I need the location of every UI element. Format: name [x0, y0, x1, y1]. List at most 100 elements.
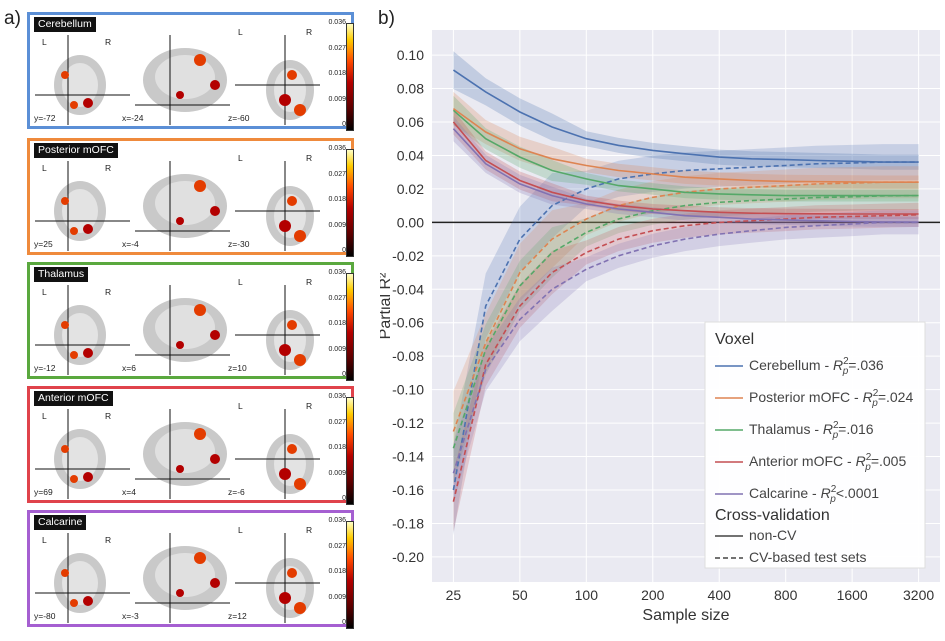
colorbar-tick-label: 0.027 — [328, 542, 346, 550]
legend-entry: Cerebellum - R2 p=.036 — [749, 356, 884, 377]
x-tick-label: 200 — [641, 587, 665, 603]
slice-coordinate-label: z=-30 — [228, 239, 250, 249]
orientation-label: L — [238, 27, 243, 37]
x-tick-label: 100 — [575, 587, 599, 603]
orientation-label: R — [105, 37, 112, 47]
slice-coordinate-label: x=6 — [122, 363, 136, 373]
colorbar-tick-label: 0.018 — [328, 196, 346, 203]
colorbar — [346, 521, 354, 629]
slice-coordinate-label: z=-60 — [228, 113, 250, 123]
y-tick-label: 0.06 — [397, 114, 424, 130]
series-line-cv — [452, 221, 919, 474]
colorbar-tick-label: 0.027 — [328, 170, 346, 178]
y-tick-label: -0.12 — [392, 415, 424, 431]
colorbar — [346, 23, 354, 131]
ci-band-noncv — [453, 51, 919, 170]
slice-coordinate-label: z=-6 — [228, 487, 245, 497]
slice-coordinate-label: x=-3 — [122, 611, 139, 621]
orientation-label: L — [238, 277, 243, 287]
slice-coordinate-label: x=-24 — [122, 113, 144, 123]
ci-band-cv — [453, 210, 919, 504]
brain-slices-image — [35, 533, 320, 623]
slice-coordinate-label: x=4 — [122, 487, 136, 497]
legend-entry: Thalamus - R2 p=.016 — [749, 420, 874, 441]
colorbar-tick-label: 0.009 — [328, 593, 346, 601]
series-line-cv — [452, 161, 919, 491]
series-line-noncv — [452, 128, 919, 223]
orientation-label: L — [42, 535, 47, 545]
panel-b-letter: b) — [378, 8, 395, 29]
colorbar-tick-label: 0 — [342, 619, 346, 626]
partial-r2-chart: 0.10 0.08 0.06 0.04 0.02 0.00 -0.02 -0.04 -0.06 -… — [380, 30, 940, 624]
y-tick-label: 0.02 — [397, 181, 424, 197]
brain-slices-image — [35, 409, 320, 499]
colorbar-tick-label: 0 — [342, 495, 346, 502]
orientation-label: R — [105, 287, 112, 297]
orientation-label: L — [42, 411, 47, 421]
colorbar-tick-label: 0.018 — [328, 70, 346, 77]
orientation-label: R — [306, 153, 313, 163]
orientation-label: L — [238, 525, 243, 535]
legend-title-voxel: Voxel — [715, 331, 754, 348]
colorbar-tick-label: 0 — [342, 247, 346, 254]
colorbar-tick-label: 0.036 — [328, 19, 346, 26]
x-tick-label: 3200 — [903, 587, 934, 603]
colorbar-tick-label: 0.018 — [328, 444, 346, 451]
brain-slices-image — [35, 285, 320, 375]
y-tick-label: -0.14 — [392, 449, 424, 465]
slice-coordinate-label: z=10 — [228, 363, 247, 373]
orientation-label: L — [42, 37, 47, 47]
x-tick-label: 1600 — [837, 587, 868, 603]
colorbar-tick-label: 0.036 — [328, 269, 346, 276]
legend-entry: Calcarine - R2 p<.0001 — [749, 484, 879, 505]
y-tick-label: -0.06 — [392, 315, 424, 331]
orientation-label: R — [306, 27, 313, 37]
series-line-cv — [452, 194, 919, 449]
colorbar-tick-label: 0.036 — [328, 517, 346, 524]
orientation-label: R — [105, 163, 112, 173]
y-tick-label: -0.16 — [392, 482, 424, 498]
slice-coordinate-label: y=-72 — [34, 113, 56, 123]
brain-panel-title: Calcarine — [34, 515, 87, 530]
orientation-label: R — [306, 525, 313, 535]
y-tick-label: -0.04 — [392, 281, 424, 297]
orientation-label: L — [238, 401, 243, 411]
colorbar — [346, 149, 354, 257]
slice-coordinate-label: y=69 — [34, 487, 53, 497]
x-tick-label: 25 — [446, 587, 462, 603]
legend-cv-entry: non-CV — [749, 527, 797, 543]
y-axis-label: Partial R² — [380, 272, 394, 339]
colorbar-tick-label: 0 — [342, 121, 346, 128]
x-tick-label: 800 — [774, 587, 798, 603]
y-tick-label: -0.10 — [392, 382, 424, 398]
colorbar — [346, 273, 354, 381]
y-tick-label: 0.08 — [397, 81, 424, 97]
legend-box — [704, 321, 926, 569]
y-tick-label: 0.10 — [397, 47, 424, 63]
brain-panel-title: Cerebellum — [34, 17, 96, 32]
brain-panel-title: Thalamus — [34, 267, 89, 282]
slice-coordinate-label: y=-80 — [34, 611, 56, 621]
x-tick-label: 400 — [708, 587, 732, 603]
panel-a-letter: a) — [4, 8, 21, 29]
orientation-label: L — [42, 287, 47, 297]
ci-band-noncv — [453, 91, 919, 189]
y-tick-label: 0.04 — [397, 147, 424, 163]
colorbar-tick-label: 0.009 — [328, 95, 346, 103]
ci-band-noncv — [453, 109, 919, 219]
series-line-cv — [452, 214, 919, 502]
slice-coordinate-label: x=-4 — [122, 239, 139, 249]
orientation-label: R — [306, 401, 313, 411]
colorbar-tick-label: 0 — [342, 371, 346, 378]
series-line-noncv — [452, 107, 919, 183]
series-line-noncv — [452, 69, 919, 163]
ci-band-cv — [453, 181, 919, 484]
orientation-label: R — [105, 411, 112, 421]
legend-cv-entry: CV-based test sets — [749, 549, 867, 565]
